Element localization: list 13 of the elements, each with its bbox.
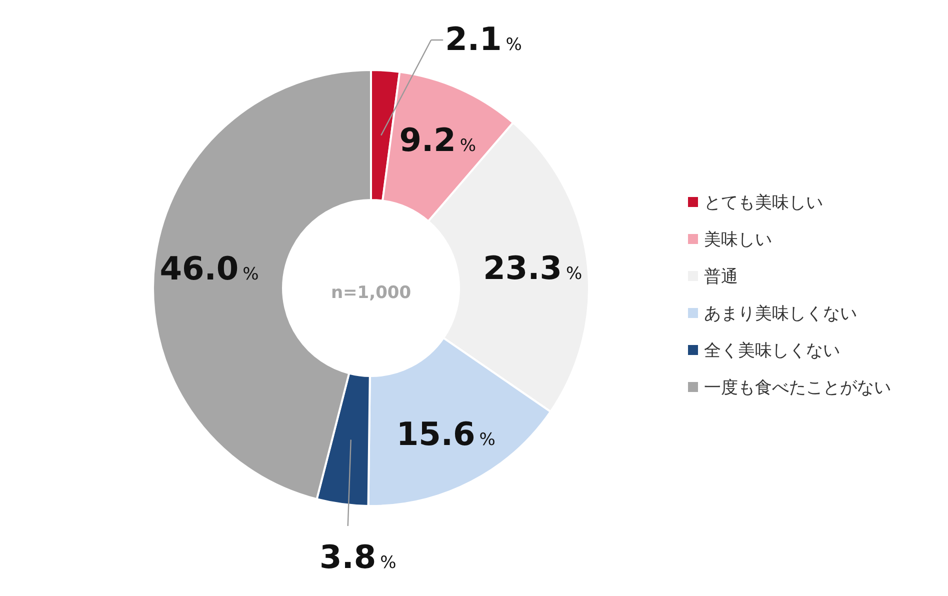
data-label: 2.1% [445, 20, 522, 58]
legend-label: 一度も食べたことがない [704, 378, 891, 398]
data-label: 9.2% [399, 121, 476, 160]
data-label: 23.3% [483, 249, 582, 288]
legend-label: とても美味しい [704, 193, 823, 213]
legend-label: あまり美味しくない [704, 304, 857, 324]
legend-label: 全く美味しくない [704, 341, 840, 361]
legend-label: 普通 [704, 267, 738, 287]
text: n=1,000 [330, 283, 412, 303]
data-label: 15.6% [396, 414, 496, 453]
data-label: 46.0% [160, 250, 259, 288]
data-label: 3.8% [319, 538, 396, 576]
legend-label: 美味しい [704, 230, 772, 250]
